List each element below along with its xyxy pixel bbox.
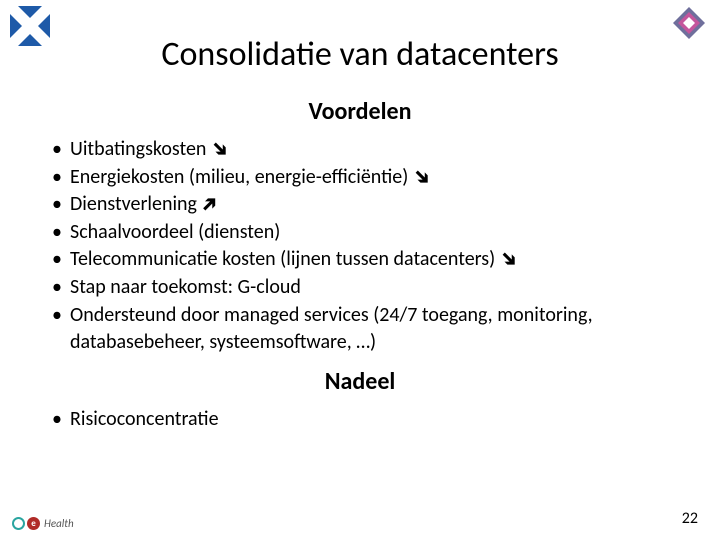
disadvantage-heading: Nadeel [30, 367, 690, 396]
list-item-text: Risicoconcentratie [70, 407, 219, 431]
list-item-text: Dienstverlening [70, 192, 197, 216]
footer-solid-icon: e [27, 517, 40, 530]
advantages-list: Uitbatingskosten ➔Energiekosten (milieu,… [30, 136, 690, 357]
footer-label: Health [44, 517, 74, 530]
slide-title: Consolidatie van datacenters [30, 34, 690, 75]
arrow-down-icon: ➔ [204, 134, 235, 165]
slide: Consolidatie van datacenters Voordelen U… [0, 0, 720, 540]
list-item: Risicoconcentratie [52, 406, 690, 434]
logo-right [672, 6, 706, 40]
list-item-text: Stap naar toekomst: G-cloud [70, 275, 301, 299]
list-item-text: Energiekosten (milieu, energie-efficiënt… [70, 165, 408, 189]
footer-logo: e Health [12, 517, 74, 530]
list-item: Ondersteund door managed services (24/7 … [52, 302, 690, 357]
list-item: Stap naar toekomst: G-cloud [52, 274, 690, 302]
list-item: Schaalvoordeel (diensten) [52, 219, 690, 247]
arrow-down-icon: ➔ [406, 162, 437, 193]
list-item: Energiekosten (milieu, energie-efficiënt… [52, 164, 690, 192]
list-item-text: Telecommunicatie kosten (lijnen tussen d… [70, 247, 495, 271]
list-item-text: Schaalvoordeel (diensten) [70, 220, 280, 244]
disadvantages-list: Risicoconcentratie [30, 406, 690, 434]
footer-logo-letter: e [31, 518, 36, 529]
logo-left [10, 6, 50, 46]
list-item-text: Uitbatingskosten [70, 137, 206, 161]
page-number: 22 [682, 509, 698, 528]
list-item: Telecommunicatie kosten (lijnen tussen d… [52, 246, 690, 274]
arrow-up-icon: ➔ [194, 189, 225, 220]
list-item: Dienstverlening ➔ [52, 191, 690, 219]
list-item-text: Ondersteund door managed services (24/7 … [70, 303, 593, 355]
list-item: Uitbatingskosten ➔ [52, 136, 690, 164]
advantages-heading: Voordelen [30, 97, 690, 126]
arrow-down-icon: ➔ [492, 244, 523, 275]
footer-ring-icon [12, 517, 25, 530]
